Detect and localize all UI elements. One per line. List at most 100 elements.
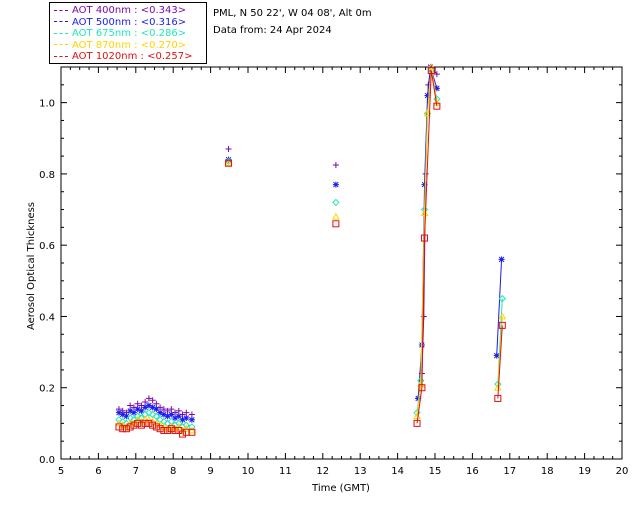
data-point xyxy=(119,411,126,418)
chart-marks xyxy=(115,62,507,438)
data-point xyxy=(498,312,507,320)
data-point xyxy=(164,413,171,420)
data-point xyxy=(134,406,141,413)
legend-swatch xyxy=(54,32,68,34)
legend-item-400nm: AOT 400nm : <0.343> xyxy=(54,5,186,17)
data-point xyxy=(494,394,502,402)
x-tick-label: 14 xyxy=(391,466,404,477)
data-point xyxy=(119,417,127,426)
data-point xyxy=(118,421,127,429)
data-point xyxy=(179,416,186,423)
data-point xyxy=(126,419,135,427)
data-point xyxy=(415,395,422,402)
data-point xyxy=(141,415,149,423)
data-point xyxy=(115,416,123,424)
data-point xyxy=(115,419,123,427)
data-point xyxy=(171,426,179,434)
x-tick-label: 12 xyxy=(316,466,329,477)
data-point xyxy=(130,419,138,427)
data-point xyxy=(160,422,168,430)
data-point xyxy=(224,159,233,167)
data-point xyxy=(188,416,195,423)
data-point xyxy=(148,410,157,419)
data-point xyxy=(498,256,505,263)
data-point xyxy=(127,402,134,409)
legend-item-675nm: AOT 675nm : <0.286> xyxy=(54,28,186,40)
data-date: Data from: 24 Apr 2024 xyxy=(213,25,332,36)
x-tick-label: 5 xyxy=(58,466,64,477)
legend-item-1020nm: AOT 1020nm : <0.257> xyxy=(54,51,192,63)
data-point xyxy=(188,426,196,434)
data-point xyxy=(130,416,138,424)
data-point xyxy=(182,424,191,432)
data-point xyxy=(152,419,161,427)
y-tick-label: 0.8 xyxy=(39,170,55,181)
data-point xyxy=(122,425,130,433)
data-point xyxy=(156,425,164,433)
data-point xyxy=(134,419,142,427)
data-point xyxy=(160,406,167,413)
data-point xyxy=(130,409,137,416)
data-point xyxy=(332,220,340,228)
data-point xyxy=(153,400,160,407)
data-point xyxy=(188,428,196,436)
data-point xyxy=(175,413,182,420)
y-tick-label: 1.0 xyxy=(39,99,55,110)
legend-item-500nm: AOT 500nm : <0.316> xyxy=(54,17,186,29)
data-point xyxy=(225,159,233,167)
x-tick-label: 6 xyxy=(95,466,101,477)
x-tick-label: 20 xyxy=(616,466,629,477)
legend-label: AOT 400nm : <0.343> xyxy=(72,5,187,16)
data-point xyxy=(174,422,183,430)
legend-label: AOT 870nm : <0.270> xyxy=(72,39,187,51)
data-point xyxy=(160,411,167,418)
data-point xyxy=(157,409,164,416)
data-point xyxy=(167,425,175,433)
legend-swatch xyxy=(54,55,68,57)
data-point xyxy=(130,421,138,429)
data-point xyxy=(433,102,441,110)
legend-swatch xyxy=(54,44,68,45)
x-axis-title: Time (GMT) xyxy=(311,483,370,494)
x-tick-label: 18 xyxy=(541,466,554,477)
series-0 xyxy=(115,64,440,418)
data-point xyxy=(141,419,149,427)
data-point xyxy=(145,395,152,402)
data-point xyxy=(115,409,122,416)
data-point xyxy=(498,294,507,303)
data-point xyxy=(188,411,195,418)
series-2 xyxy=(115,66,507,431)
y-tick-label: 0.0 xyxy=(39,455,55,466)
x-tick-label: 19 xyxy=(578,466,591,477)
x-tick-label: 17 xyxy=(503,466,516,477)
legend-label: AOT 500nm : <0.316> xyxy=(72,16,187,28)
x-tick-label: 7 xyxy=(133,466,139,477)
data-point xyxy=(175,419,183,428)
data-point xyxy=(172,415,179,422)
data-point xyxy=(423,109,432,117)
data-point xyxy=(175,407,182,414)
legend-label: AOT 675nm : <0.286> xyxy=(72,28,187,39)
data-point xyxy=(149,404,156,411)
data-point xyxy=(160,426,168,434)
series-line xyxy=(416,66,438,417)
data-point xyxy=(152,412,161,420)
data-point xyxy=(225,145,232,152)
data-point xyxy=(148,417,157,425)
data-point xyxy=(332,181,339,188)
data-point xyxy=(149,421,157,429)
data-point xyxy=(418,384,426,392)
data-point xyxy=(142,398,149,405)
data-point xyxy=(127,407,134,414)
data-point xyxy=(433,85,440,92)
data-point xyxy=(421,181,428,188)
data-point xyxy=(134,400,141,407)
data-point xyxy=(167,422,176,430)
axes: 5 6 7 8 9 10 11 12 13 14 15 16 17 18 19 20 0.0 0.2 0.4 0.6 0… xyxy=(39,66,629,477)
series-4 xyxy=(115,67,506,438)
data-point xyxy=(133,412,142,420)
data-point xyxy=(145,415,153,423)
series-line xyxy=(496,259,503,356)
data-point xyxy=(149,397,156,404)
legend: AOT 400nm : <0.343> AOT 500nm : <0.316> … xyxy=(49,2,207,64)
